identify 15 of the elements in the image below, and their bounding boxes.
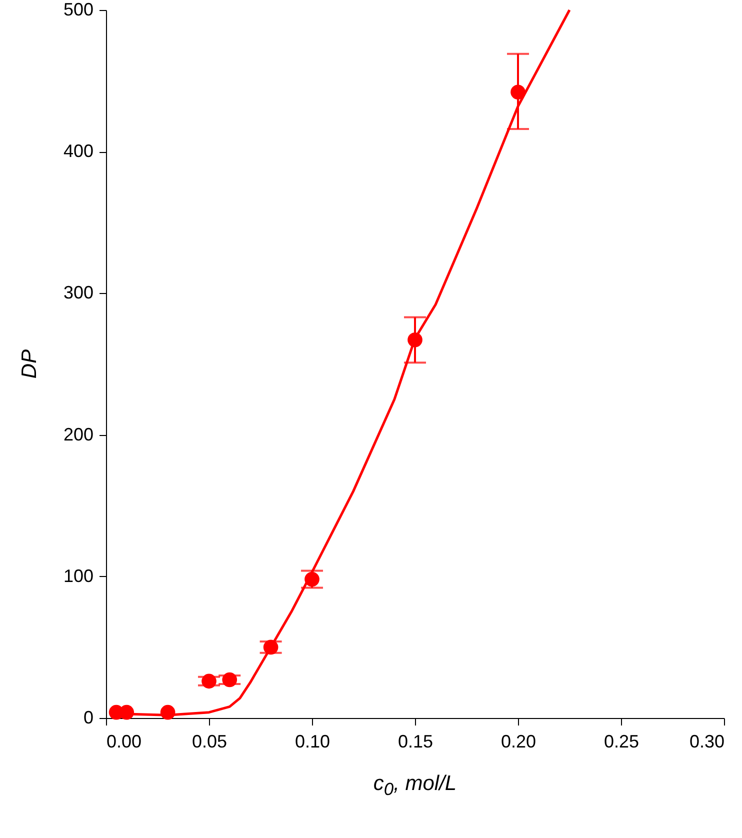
- y-tick-label: 400: [63, 141, 94, 162]
- x-tick-label: 0.10: [294, 732, 330, 752]
- x-tick-label: 0.25: [604, 732, 640, 752]
- x-tick-label: 0.00: [106, 732, 142, 752]
- x-tick-label: 0.05: [192, 732, 228, 752]
- x-tick-label: 0.20: [500, 732, 536, 752]
- x-tick-label: 0.15: [398, 732, 434, 752]
- x-axis-title: c$_{0}$, mol/L: [372, 772, 458, 800]
- y-tick-label: 300: [63, 282, 94, 303]
- x-tick-label: 0.30: [689, 732, 724, 752]
- y-axis-title: DP: [18, 349, 42, 379]
- y-tick-label: 0: [83, 708, 94, 728]
- y-tick-label: 500: [63, 0, 94, 20]
- y-tick-label: 200: [63, 424, 94, 444]
- y-tick-label: 100: [63, 566, 94, 586]
